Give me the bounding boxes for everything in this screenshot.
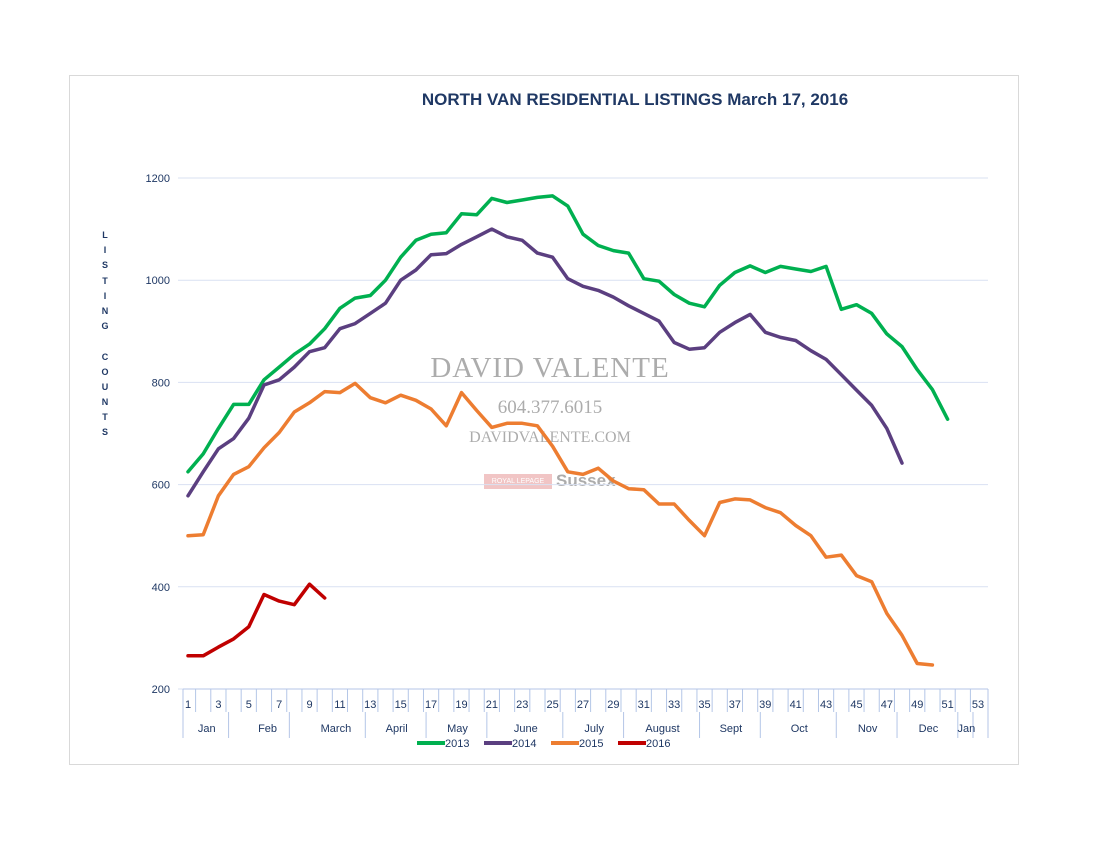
legend-label-2013: 2013 (445, 738, 469, 750)
x-tick-label: 3 (215, 699, 221, 711)
x-tick-label: 37 (729, 699, 741, 711)
month-label: March (321, 723, 352, 735)
x-tick-label: 13 (364, 699, 376, 711)
y-axis-label-char: L (102, 230, 108, 240)
month-label: July (584, 723, 604, 735)
x-tick-label: 31 (638, 699, 650, 711)
x-tick-label: 39 (759, 699, 771, 711)
y-axis-label-char: N (101, 305, 109, 316)
x-tick-label: 27 (577, 699, 589, 711)
y-tick-label: 1200 (146, 173, 170, 185)
month-label: Nov (858, 723, 878, 735)
x-tick-label: 19 (455, 699, 467, 711)
y-axis-label-char: N (101, 397, 109, 408)
x-tick-label: 25 (546, 699, 558, 711)
watermark-brand-logo: ROYAL LEPAGE (484, 474, 552, 489)
legend-label-2015: 2015 (579, 738, 603, 750)
month-label: Sept (720, 723, 743, 735)
month-label: August (645, 723, 679, 735)
watermark-website: DAVIDVALENTE.COM (469, 429, 631, 446)
y-axis-label-char: U (101, 381, 109, 392)
y-tick-label: 600 (152, 480, 170, 492)
y-tick-label: 400 (152, 582, 170, 594)
x-tick-label: 5 (246, 699, 252, 711)
month-label: Jan (198, 723, 216, 735)
chart-frame (69, 75, 1019, 765)
month-label: May (447, 723, 468, 735)
series-line-2013 (186, 194, 950, 474)
x-tick-label: 7 (276, 699, 282, 711)
x-tick-label: 41 (790, 699, 802, 711)
y-tick-label: 200 (152, 684, 170, 696)
y-axis-label-char: G (101, 321, 109, 332)
series-line-2016 (186, 582, 327, 658)
y-axis-label-char: I (103, 290, 107, 301)
chart-title: NORTH VAN RESIDENTIAL LISTINGS March 17,… (421, 90, 849, 109)
y-axis-label-char: C (101, 351, 109, 362)
x-tick-label: 35 (698, 699, 710, 711)
x-tick-label: 29 (607, 699, 619, 711)
watermark-brand: ROYAL LEPAGE Sussex (484, 471, 624, 493)
watermark-name: DAVID VALENTE (430, 352, 670, 384)
x-tick-label: 15 (395, 699, 407, 711)
x-tick-label: 9 (306, 699, 312, 711)
x-tick-label: 33 (668, 699, 680, 711)
y-tick-label: 800 (152, 377, 170, 389)
x-tick-label: 49 (911, 699, 923, 711)
x-tick-label: 53 (972, 699, 984, 711)
y-axis-label-char: T (102, 275, 108, 286)
y-tick-label: 1000 (146, 275, 170, 287)
month-label: April (386, 723, 408, 735)
x-tick-label: 45 (850, 699, 862, 711)
legend-label-2016: 2016 (646, 738, 670, 750)
y-axis-label-char: S (101, 260, 108, 271)
x-tick-label: 47 (881, 699, 893, 711)
series-line-2015 (186, 381, 935, 667)
month-label: Feb (258, 723, 277, 735)
month-label: Jan (958, 723, 976, 735)
month-label: Oct (791, 723, 808, 735)
y-axis-label-char: T (102, 412, 108, 423)
x-tick-label: 11 (334, 699, 345, 711)
legend-label-2014: 2014 (512, 738, 536, 750)
month-label: June (514, 723, 538, 735)
series-line-2014 (186, 227, 904, 498)
watermark-brand-name: Sussex (556, 471, 616, 490)
watermark-brand-box-text: ROYAL LEPAGE (491, 478, 545, 485)
x-tick-label: 21 (486, 699, 498, 711)
month-label: Dec (919, 723, 939, 735)
x-tick-label: 51 (941, 699, 953, 711)
y-axis-label-char: I (103, 245, 107, 256)
y-axis-label-char: S (101, 427, 108, 438)
x-tick-label: 17 (425, 699, 437, 711)
x-tick-label: 23 (516, 699, 528, 711)
watermark-phone: 604.377.6015 (497, 397, 603, 418)
x-tick-label: 1 (185, 699, 191, 711)
x-tick-label: 43 (820, 699, 832, 711)
y-axis-label-char: O (101, 366, 109, 377)
